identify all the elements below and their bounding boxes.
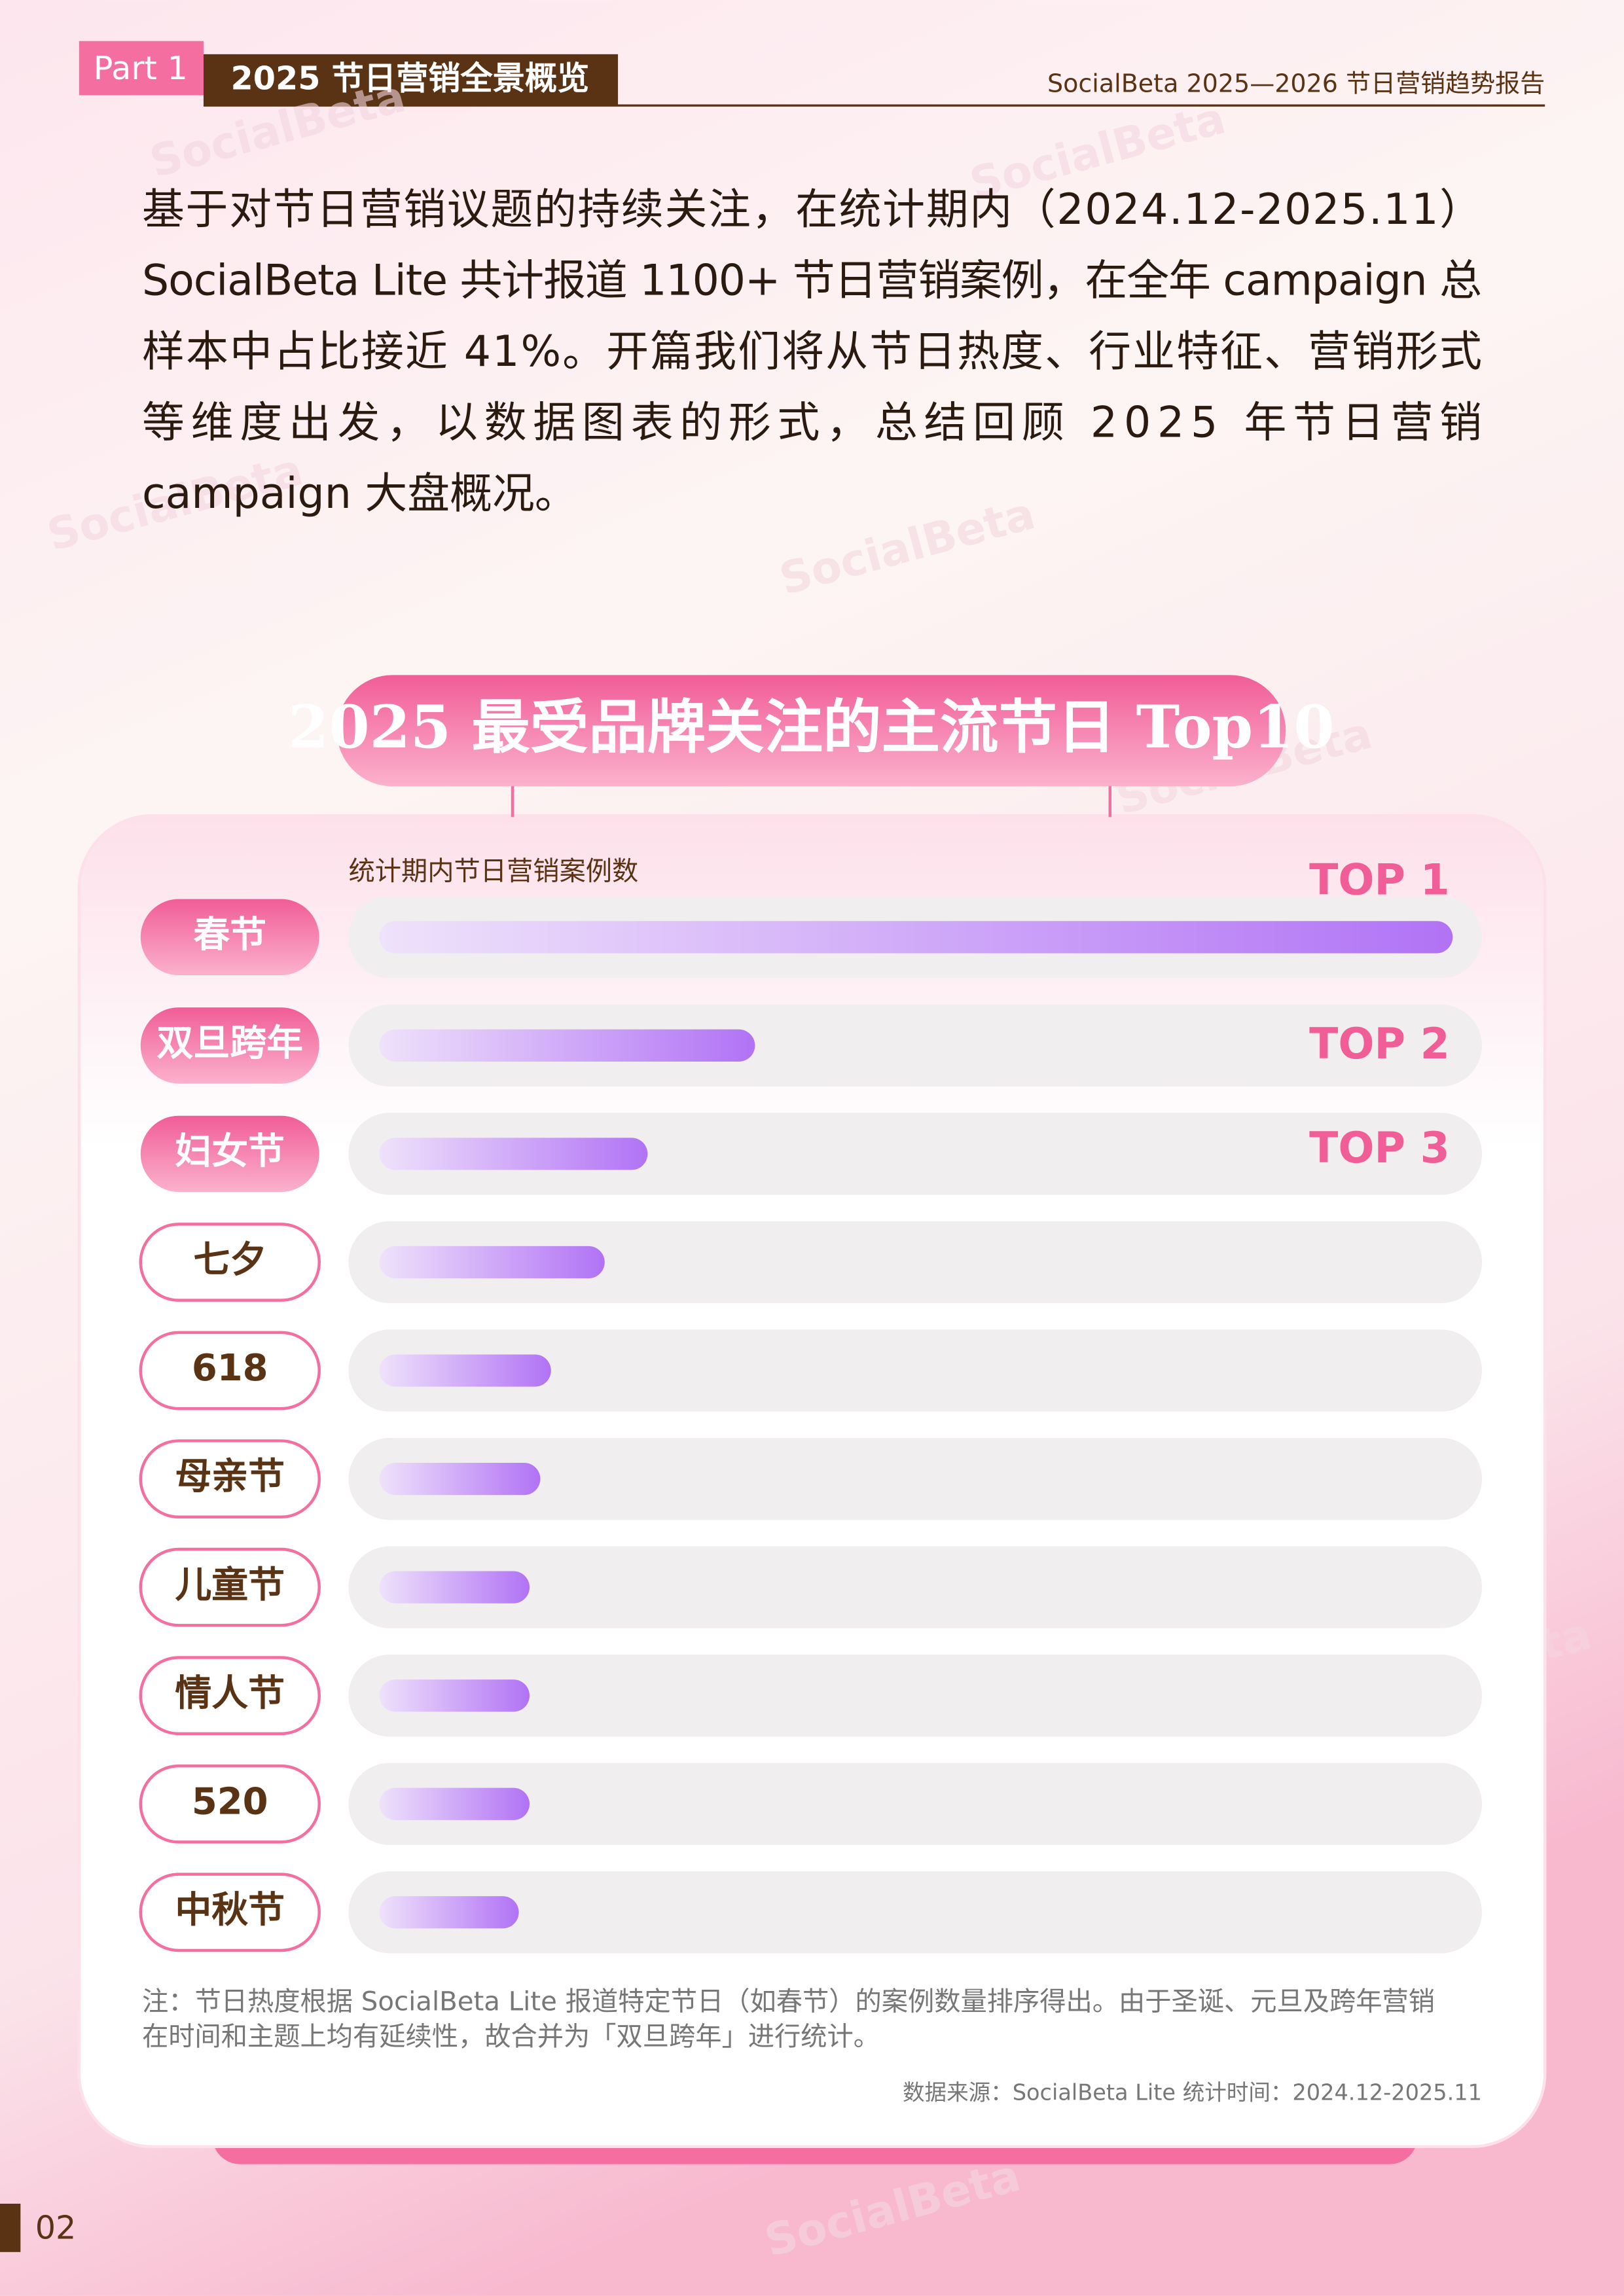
label-pill	[139, 1547, 321, 1627]
paragraph-line: 样本中占比接近 41%。开篇我们将从节日热度、行业特征、营销形式	[142, 327, 1482, 376]
page-number: 02	[35, 2209, 77, 2247]
track	[348, 1871, 1482, 1954]
paragraph: 基于对节日营销议题的持续关注，在统计期内（2024.12-2025.11） Soc…	[142, 185, 1482, 518]
bar	[379, 1571, 530, 1604]
rank-label: TOP 3	[1309, 1124, 1450, 1173]
track	[348, 1329, 1482, 1412]
label-pill	[139, 1331, 321, 1410]
part-tag: Part 1	[94, 49, 188, 87]
track	[348, 1221, 1482, 1304]
track	[348, 1546, 1482, 1628]
report-title: SocialBeta 2025—2026 节日营销趋势报告	[1047, 69, 1545, 98]
rank-label: TOP 1	[1309, 856, 1450, 905]
category-label: 中秋节	[175, 1889, 285, 1931]
bar	[379, 921, 1453, 954]
category-label: 儿童节	[175, 1564, 285, 1606]
chart-title: 2025 最受品牌关注的主流节日 Top10	[288, 693, 1335, 762]
category-label: 七夕	[193, 1239, 266, 1282]
bar	[379, 1896, 519, 1929]
label-pill	[140, 899, 319, 976]
track	[348, 1113, 1482, 1195]
paragraph-line: campaign 大盘概况。	[142, 469, 577, 518]
label-pill	[139, 1764, 321, 1844]
tag-box	[79, 41, 204, 96]
category-label: 618	[192, 1347, 268, 1390]
bar	[379, 1138, 648, 1170]
bar	[379, 1246, 605, 1279]
label-pill	[140, 1115, 319, 1193]
track	[348, 1655, 1482, 1737]
label-pill	[139, 1873, 321, 1952]
note-line: 在时间和主题上均有延续性，故合并为「双旦跨年」进行统计。	[142, 2022, 880, 2052]
source: 数据来源：SocialBeta Lite 统计时间：2024.12-2025.1…	[903, 2080, 1482, 2106]
bar	[379, 1679, 530, 1712]
paragraph-line: 基于对节日营销议题的持续关注，在统计期内（2024.12-2025.11）	[142, 185, 1482, 234]
bar	[379, 1354, 551, 1387]
paragraph-line: SocialBeta Lite 共计报道 1100+ 节日营销案例，在全年 ca…	[142, 257, 1482, 306]
bar	[379, 1787, 530, 1820]
category-label: 春节	[193, 914, 266, 956]
track	[348, 1437, 1482, 1520]
category-label: 母亲节	[175, 1456, 285, 1498]
category-label: 情人节	[175, 1672, 285, 1715]
bar	[379, 1462, 541, 1496]
note-line: 注：节日热度根据 SocialBeta Lite 报道特定节日（如春节）的案例数…	[142, 1986, 1435, 2017]
label-pill	[140, 1007, 319, 1084]
track	[348, 1763, 1482, 1845]
category-label: 520	[192, 1780, 268, 1823]
axis-label: 统计期内节日营销案例数	[348, 856, 638, 886]
section-box	[203, 54, 619, 106]
bar	[379, 1029, 755, 1062]
label-pill	[139, 1656, 321, 1736]
track	[348, 1004, 1482, 1087]
category-label: 妇女节	[175, 1130, 285, 1173]
label-pill	[139, 1439, 321, 1518]
rank-label: TOP 2	[1309, 1020, 1450, 1069]
label-pill	[139, 1223, 321, 1302]
title-pill	[336, 675, 1286, 787]
category-label: 双旦跨年	[156, 1022, 303, 1065]
section-title: 2025 节日营销全景概览	[231, 60, 590, 98]
page-marker	[0, 2203, 21, 2252]
paragraph-line: 等维度出发，以数据图表的形式，总结回顾 2025 年节日营销	[142, 399, 1482, 448]
